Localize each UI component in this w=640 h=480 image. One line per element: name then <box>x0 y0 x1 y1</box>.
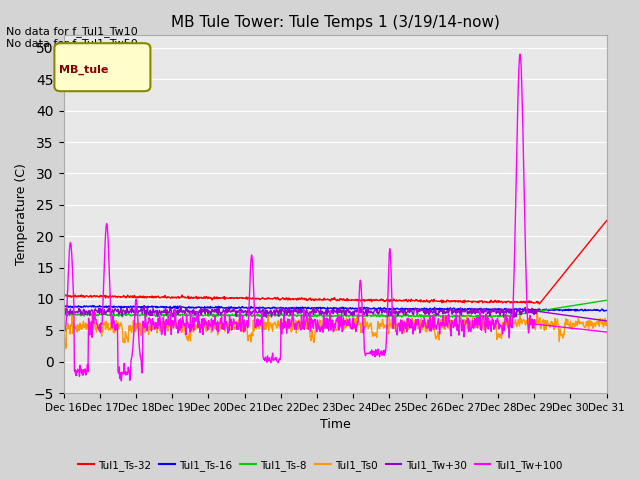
Text: No data for f_Tul1_Tw10: No data for f_Tul1_Tw10 <box>6 26 138 37</box>
Legend: Tul1_Ts-32, Tul1_Ts-16, Tul1_Ts-8, Tul1_Ts0, Tul1_Tw+30, Tul1_Tw+100: Tul1_Ts-32, Tul1_Ts-16, Tul1_Ts-8, Tul1_… <box>74 456 566 475</box>
Text: MB_tule: MB_tule <box>58 64 108 75</box>
Text: No data for f_Tul1_Tw50: No data for f_Tul1_Tw50 <box>6 38 138 49</box>
X-axis label: Time: Time <box>320 419 351 432</box>
Title: MB Tule Tower: Tule Temps 1 (3/19/14-now): MB Tule Tower: Tule Temps 1 (3/19/14-now… <box>171 15 500 30</box>
Y-axis label: Temperature (C): Temperature (C) <box>15 163 28 265</box>
